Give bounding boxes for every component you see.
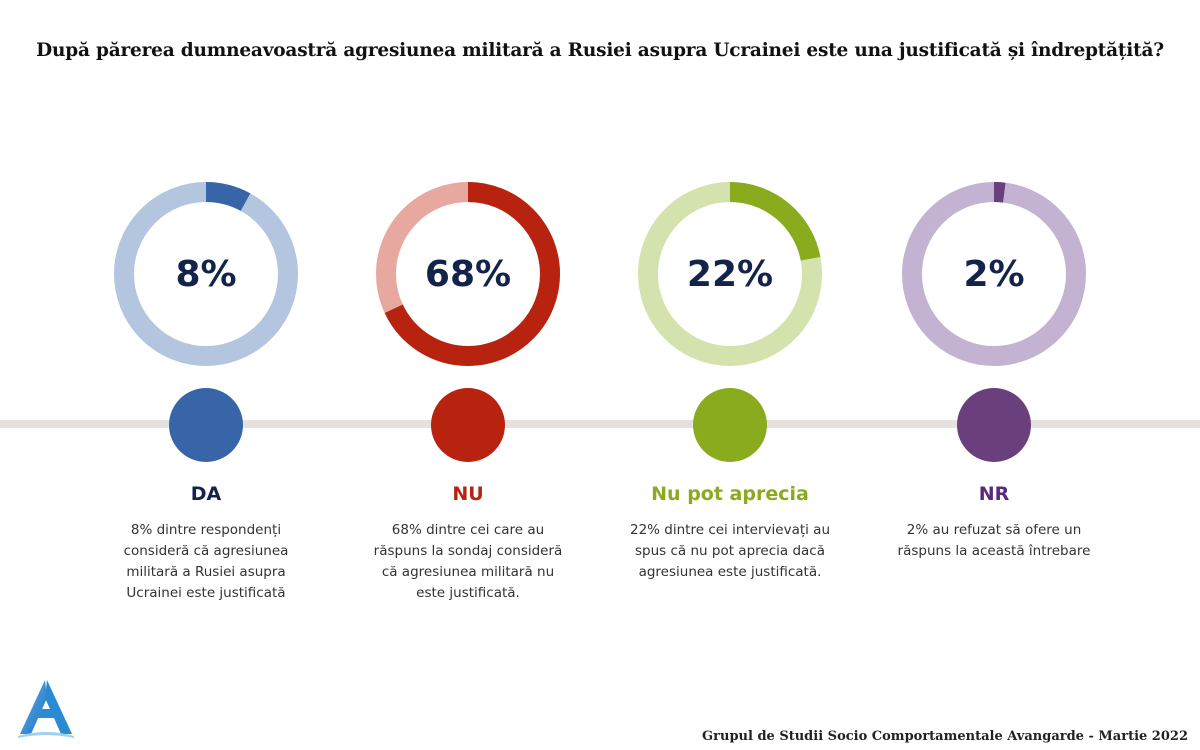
donut-nu: 68% [376, 182, 560, 366]
donut-da: 8% [114, 182, 298, 366]
donut-slice-nu [376, 182, 560, 366]
category-label-nu-pot-aprecia: Nu pot aprecia [651, 483, 809, 505]
donut-chart-nr [902, 182, 1086, 366]
value-label-nr: 2% [963, 253, 1025, 295]
footer-source: Grupul de Studii Socio Comportamentale A… [702, 729, 1188, 744]
donut-chart-nu [376, 182, 560, 366]
donut-slice-nr [902, 182, 1086, 366]
donut-nr: 2% [902, 182, 1086, 366]
donut-chart-da [114, 182, 298, 366]
donut-nu-pot-aprecia: 22% [638, 182, 822, 366]
avangarde-logo-icon [18, 680, 74, 738]
description-nu-pot-aprecia: 22% dintre cei intervievați au spus că n… [630, 522, 831, 580]
value-label-nu: 68% [424, 253, 512, 295]
timeline-dot-da [169, 388, 243, 462]
description-nr: 2% au refuzat să ofere un răspuns la ace… [897, 522, 1091, 559]
donut-slice-da [114, 182, 298, 366]
timeline-dot-nr [957, 388, 1031, 462]
description-nu: 68% dintre cei care au răspuns la sondaj… [373, 522, 563, 601]
timeline-dot-nu [431, 388, 505, 462]
timeline-dot-nu-pot-aprecia [693, 388, 767, 462]
category-label-da: DA [190, 483, 222, 505]
value-label-da: 8% [175, 253, 237, 295]
timeline-bar [0, 420, 1200, 428]
chart-title: După părerea dumneavoastră agresiunea mi… [36, 40, 1164, 61]
donut-slice-nu-pot-aprecia [638, 182, 822, 366]
category-label-nr: NR [978, 483, 1010, 505]
category-label-nu: NU [452, 483, 484, 505]
value-label-nu-pot-aprecia: 22% [686, 253, 774, 295]
description-da: 8% dintre respondenți consideră că agres… [123, 522, 289, 601]
donut-chart-nu-pot-aprecia [638, 182, 822, 366]
